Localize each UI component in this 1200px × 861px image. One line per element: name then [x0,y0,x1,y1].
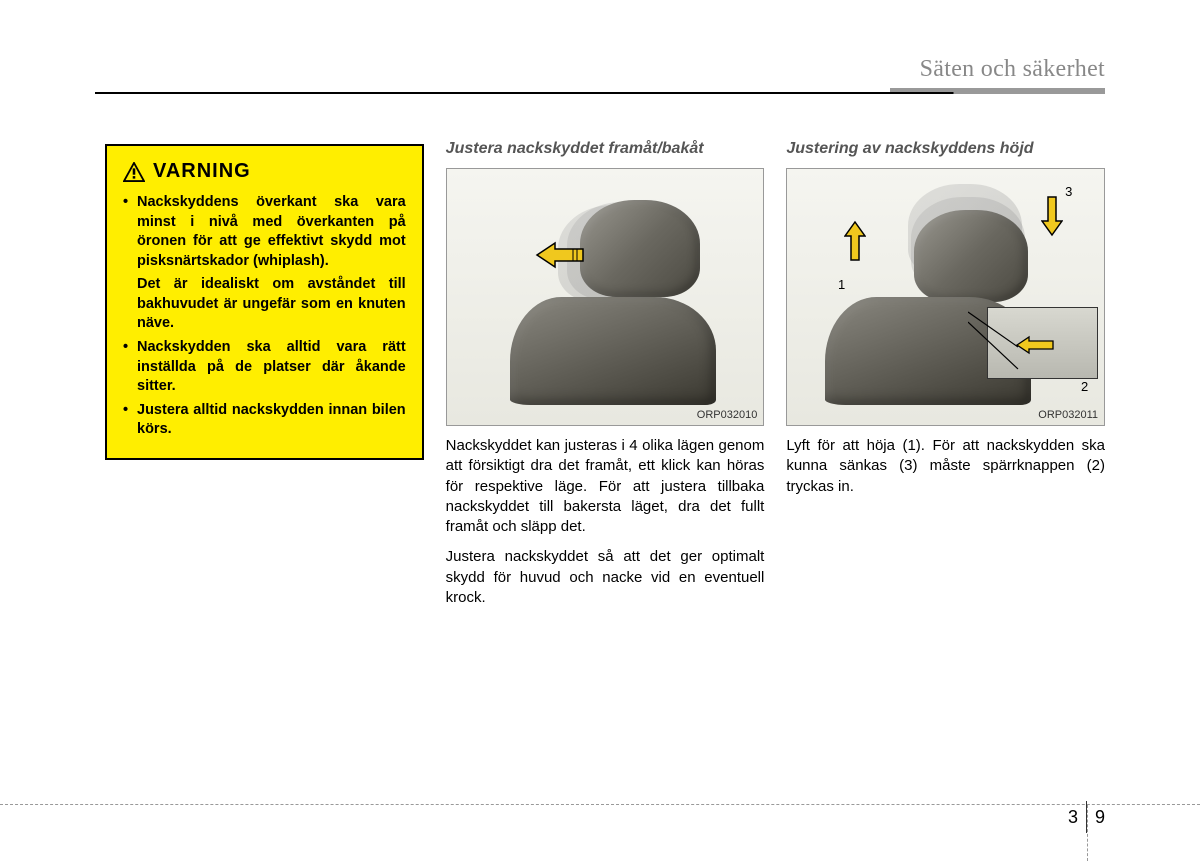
callout-3: 3 [1065,184,1072,199]
arrow-left-icon [535,241,585,269]
callout-lines [968,307,1038,377]
page-section-num: 3 [1068,807,1078,828]
callout-1: 1 [838,277,845,292]
seat-back [510,297,716,405]
body-para: Lyft för att höja (1). För att nackskydd… [786,436,1105,497]
figure-code: ORP032011 [1038,409,1098,421]
page-number: 3 9 [1068,801,1105,833]
footer-rule [0,804,1200,805]
warning-list: Nackskyddens överkant ska vara minst i n… [123,193,406,271]
header-rule [95,92,1105,94]
body-para: Justera nackskyddet så att det ger optim… [446,547,765,608]
column-forward-back: Justera nackskyddet framåt/bakåt ORP0320… [446,140,765,618]
warning-triangle-icon [123,162,145,182]
subheading-fwd: Justera nackskyddet framåt/bakåt [446,140,765,158]
warning-subtext: Det är idealiskt om avståndet till bakhu… [123,275,406,334]
headrest [914,210,1028,302]
arrow-up-icon [844,220,866,262]
warning-list: Nackskydden ska alltid vara rätt inställ… [123,338,406,440]
callout-2: 2 [1081,379,1088,394]
page-num-divider [1086,801,1087,833]
warning-box: VARNING Nackskyddens överkant ska vara m… [105,144,424,460]
warning-item: Nackskyddens överkant ska vara minst i n… [123,193,406,271]
page-num: 9 [1095,807,1105,828]
headrest [580,200,700,297]
figure-forward-back: ORP032010 [446,168,765,426]
subheading-height: Justering av nackskyddens höjd [786,140,1105,158]
figure-height: 1 3 2 ORP032011 [786,168,1105,426]
warning-title: VARNING [153,160,251,183]
seat-illustration: 1 3 2 [787,169,1104,425]
warning-header: VARNING [123,160,406,183]
seat-illustration [447,169,764,425]
content: VARNING Nackskyddens överkant ska vara m… [105,140,1105,618]
warning-item: Nackskydden ska alltid vara rätt inställ… [123,338,406,397]
warning-item: Justera alltid nackskydden innan bilen k… [123,401,406,440]
column-height: Justering av nackskyddens höjd 1 3 [786,140,1105,618]
section-title: Säten och säkerhet [920,56,1105,83]
figure-code: ORP032010 [697,409,758,421]
body-para: Nackskyddet kan justeras i 4 olika lägen… [446,436,765,537]
page: Säten och säkerhet VARNING Nackskyddens … [0,0,1200,861]
header: Säten och säkerhet [920,56,1105,83]
arrow-down-icon [1041,195,1063,237]
column-warning: VARNING Nackskyddens överkant ska vara m… [105,140,424,618]
